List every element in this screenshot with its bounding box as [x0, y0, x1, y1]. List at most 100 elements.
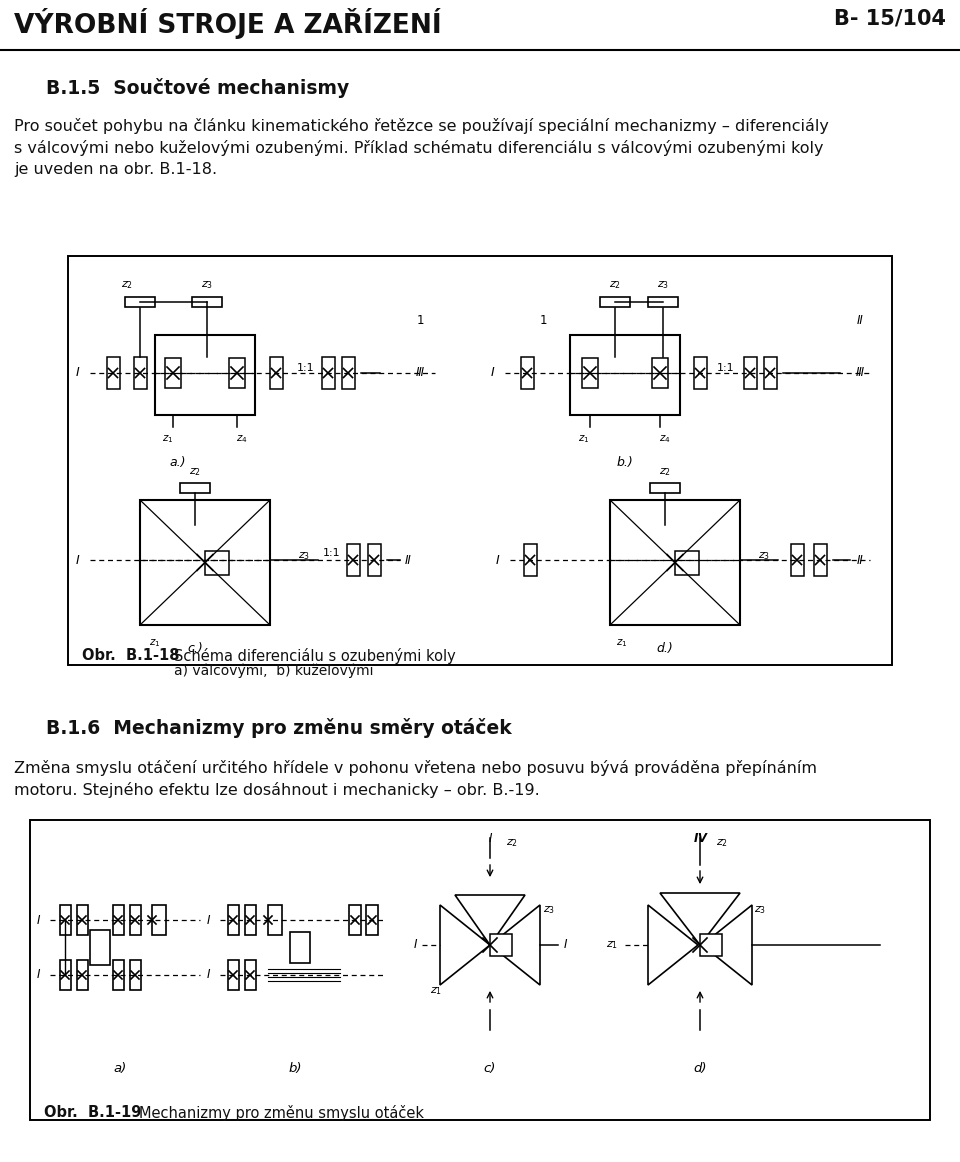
Text: $z_3$: $z_3$: [657, 279, 669, 290]
Text: motoru. Stejného efektu lze dosáhnout i mechanicky – obr. B.-19.: motoru. Stejného efektu lze dosáhnout i …: [14, 782, 540, 798]
Bar: [228, 905, 238, 935]
Text: $z_1$: $z_1$: [616, 637, 628, 648]
Bar: [192, 297, 222, 307]
Bar: [165, 358, 181, 388]
Bar: [112, 905, 124, 935]
Text: I: I: [76, 553, 80, 567]
Bar: [813, 544, 827, 576]
Text: I: I: [564, 939, 566, 952]
Text: $z_1$: $z_1$: [162, 433, 174, 445]
Text: a) válcovými,  b) kuželovými: a) válcovými, b) kuželovými: [174, 664, 373, 679]
Bar: [229, 358, 245, 388]
Bar: [228, 960, 238, 990]
Text: Obr.  B.1-18: Obr. B.1-18: [82, 648, 180, 664]
Text: I: I: [76, 366, 80, 380]
Text: Změna smyslu otáčení určitého hřídele v pohonu vřetena nebo posuvu bývá prováděn: Změna smyslu otáčení určitého hřídele v …: [14, 760, 817, 776]
Bar: [520, 357, 534, 389]
Bar: [490, 934, 512, 956]
Bar: [155, 335, 255, 415]
Text: $z_3$: $z_3$: [201, 279, 213, 290]
Bar: [366, 905, 378, 935]
Text: Ⅱ: Ⅱ: [857, 314, 863, 327]
Bar: [743, 357, 756, 389]
Bar: [582, 358, 598, 388]
Text: VÝROBNÍ STROJE A ZAŘÍZENÍ: VÝROBNÍ STROJE A ZAŘÍZENÍ: [14, 8, 442, 40]
Bar: [523, 544, 537, 576]
Text: Mechanizmy pro změnu smyslu otáček: Mechanizmy pro změnu smyslu otáček: [139, 1105, 424, 1121]
Bar: [60, 905, 70, 935]
Text: $z_2$: $z_2$: [121, 279, 133, 290]
Bar: [693, 357, 707, 389]
Bar: [130, 905, 140, 935]
Bar: [650, 483, 680, 493]
Bar: [268, 905, 282, 935]
Text: I: I: [496, 553, 500, 567]
Bar: [600, 297, 630, 307]
Text: Ⅱ: Ⅱ: [405, 553, 411, 567]
Bar: [90, 930, 110, 964]
Bar: [349, 905, 361, 935]
Text: Obr.  B.1-19: Obr. B.1-19: [44, 1105, 141, 1120]
Text: Schéma diferenciálu s ozubenými koly: Schéma diferenciálu s ozubenými koly: [174, 648, 456, 664]
Text: $z_3$: $z_3$: [754, 904, 766, 916]
Text: $z_1$: $z_1$: [606, 939, 618, 951]
Text: $z_2$: $z_2$: [609, 279, 621, 290]
Text: c.): c.): [187, 641, 203, 655]
Bar: [763, 357, 777, 389]
Text: a): a): [113, 1062, 127, 1075]
Text: I: I: [206, 913, 209, 926]
Text: s válcovými nebo kuželovými ozubenými. Příklad schématu diferenciálu s válcovými: s válcovými nebo kuželovými ozubenými. P…: [14, 139, 824, 156]
Text: Ⅲ: Ⅲ: [416, 366, 424, 380]
Bar: [570, 335, 680, 415]
Text: $z_3$: $z_3$: [758, 550, 770, 562]
Bar: [368, 544, 380, 576]
Bar: [245, 905, 255, 935]
Text: $z_4$: $z_4$: [236, 433, 248, 445]
Text: $z_3$: $z_3$: [543, 904, 555, 916]
Text: I: I: [206, 968, 209, 982]
Bar: [77, 905, 87, 935]
Bar: [60, 960, 70, 990]
Bar: [290, 932, 310, 963]
Bar: [342, 357, 354, 389]
Bar: [107, 357, 119, 389]
Bar: [648, 297, 678, 307]
Bar: [133, 357, 147, 389]
Text: $z_2$: $z_2$: [506, 837, 518, 849]
Bar: [205, 551, 229, 574]
Bar: [675, 551, 699, 574]
Bar: [125, 297, 155, 307]
Text: je uveden na obr. B.1-18.: je uveden na obr. B.1-18.: [14, 162, 217, 177]
Bar: [130, 960, 140, 990]
Text: c): c): [484, 1062, 496, 1075]
Text: $z_1$: $z_1$: [430, 985, 442, 997]
Bar: [270, 357, 282, 389]
Text: $z_2$: $z_2$: [659, 466, 671, 478]
Bar: [152, 905, 166, 935]
Text: Ⅱ: Ⅱ: [857, 553, 863, 567]
Text: B.1.6  Mechanizmy pro změnu směry otáček: B.1.6 Mechanizmy pro změnu směry otáček: [46, 718, 512, 738]
Bar: [140, 500, 270, 625]
Text: b): b): [288, 1062, 301, 1075]
Text: $z_1$: $z_1$: [578, 433, 589, 445]
Text: I: I: [492, 366, 494, 380]
Text: Ⅳ: Ⅳ: [693, 832, 707, 845]
Text: 1:1: 1:1: [717, 363, 734, 373]
Text: I: I: [36, 968, 39, 982]
Text: $z_3$: $z_3$: [298, 550, 310, 562]
Bar: [322, 357, 334, 389]
Text: B- 15/104: B- 15/104: [834, 8, 946, 28]
Text: d): d): [693, 1062, 707, 1075]
Bar: [180, 483, 210, 493]
Text: 1: 1: [540, 314, 547, 327]
Text: 1:1: 1:1: [298, 363, 315, 373]
Text: $z_2$: $z_2$: [716, 837, 728, 849]
Bar: [700, 934, 722, 956]
Text: d.): d.): [657, 641, 673, 655]
Text: 1:1: 1:1: [324, 548, 341, 558]
Bar: [112, 960, 124, 990]
Bar: [347, 544, 359, 576]
Text: I: I: [489, 832, 492, 845]
Text: a.): a.): [170, 456, 186, 469]
Bar: [245, 960, 255, 990]
